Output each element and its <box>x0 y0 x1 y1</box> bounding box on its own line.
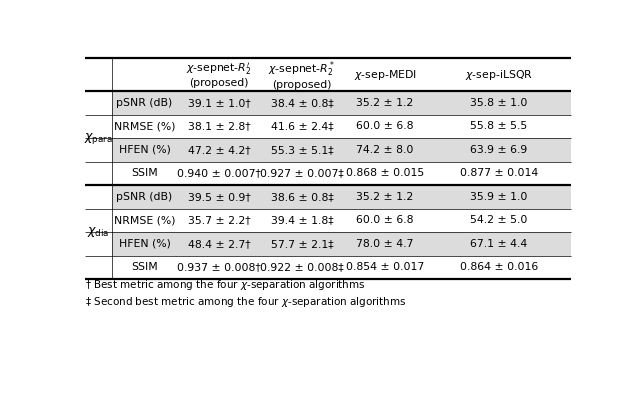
Text: 38.6 ± 0.8‡: 38.6 ± 0.8‡ <box>271 192 333 202</box>
Text: 38.1 ± 2.8†: 38.1 ± 2.8† <box>188 121 250 131</box>
Bar <box>85 58 571 91</box>
Text: 39.5 ± 0.9†: 39.5 ± 0.9† <box>188 192 250 202</box>
Text: 0.937 ± 0.008†: 0.937 ± 0.008† <box>177 263 260 272</box>
Text: 35.8 ± 1.0: 35.8 ± 1.0 <box>470 98 528 108</box>
Text: 39.4 ± 1.8‡: 39.4 ± 1.8‡ <box>271 215 333 225</box>
Text: NRMSE (%): NRMSE (%) <box>114 215 175 225</box>
Text: $\chi_\mathrm{dia}$: $\chi_\mathrm{dia}$ <box>87 225 110 239</box>
Text: 57.7 ± 2.1‡: 57.7 ± 2.1‡ <box>271 239 333 249</box>
Text: 60.0 ± 6.8: 60.0 ± 6.8 <box>356 121 414 131</box>
Text: 35.2 ± 1.2: 35.2 ± 1.2 <box>356 98 413 108</box>
Text: $\chi$-sepnet-$R_2^*$
(proposed): $\chi$-sepnet-$R_2^*$ (proposed) <box>268 59 335 90</box>
Text: 54.2 ± 5.0: 54.2 ± 5.0 <box>470 215 528 225</box>
Text: SSIM: SSIM <box>131 263 158 272</box>
Text: 48.4 ± 2.7†: 48.4 ± 2.7† <box>188 239 250 249</box>
Bar <box>112 209 571 232</box>
Text: 63.9 ± 6.9: 63.9 ± 6.9 <box>470 145 528 155</box>
Text: 78.0 ± 4.7: 78.0 ± 4.7 <box>356 239 413 249</box>
Text: 41.6 ± 2.4‡: 41.6 ± 2.4‡ <box>271 121 333 131</box>
Text: 0.864 ± 0.016: 0.864 ± 0.016 <box>460 263 538 272</box>
Text: pSNR (dB): pSNR (dB) <box>116 98 173 108</box>
Text: HFEN (%): HFEN (%) <box>118 145 170 155</box>
Text: 35.7 ± 2.2†: 35.7 ± 2.2† <box>188 215 250 225</box>
Bar <box>112 185 571 209</box>
Text: 0.927 ± 0.007‡: 0.927 ± 0.007‡ <box>260 168 344 178</box>
Text: † Best metric among the four $\chi$-separation algorithms: † Best metric among the four $\chi$-sepa… <box>85 278 365 291</box>
Text: 38.4 ± 0.8‡: 38.4 ± 0.8‡ <box>271 98 333 108</box>
Text: ‡ Second best metric among the four $\chi$-separation algorithms: ‡ Second best metric among the four $\ch… <box>85 295 406 309</box>
Text: HFEN (%): HFEN (%) <box>118 239 170 249</box>
Text: NRMSE (%): NRMSE (%) <box>114 121 175 131</box>
Text: $\chi$-sep-MEDI: $\chi$-sep-MEDI <box>354 68 417 82</box>
Text: 55.8 ± 5.5: 55.8 ± 5.5 <box>470 121 528 131</box>
Text: 55.3 ± 5.1‡: 55.3 ± 5.1‡ <box>271 145 333 155</box>
Text: 67.1 ± 4.4: 67.1 ± 4.4 <box>470 239 528 249</box>
Text: 74.2 ± 8.0: 74.2 ± 8.0 <box>356 145 413 155</box>
Bar <box>112 232 571 256</box>
Text: SSIM: SSIM <box>131 168 158 178</box>
Bar <box>112 91 571 115</box>
Text: 0.940 ± 0.007†: 0.940 ± 0.007† <box>177 168 261 178</box>
Text: 47.2 ± 4.2†: 47.2 ± 4.2† <box>188 145 250 155</box>
Text: 0.922 ± 0.008‡: 0.922 ± 0.008‡ <box>260 263 344 272</box>
Text: 39.1 ± 1.0†: 39.1 ± 1.0† <box>188 98 250 108</box>
Text: pSNR (dB): pSNR (dB) <box>116 192 173 202</box>
Text: 0.868 ± 0.015: 0.868 ± 0.015 <box>346 168 424 178</box>
Text: $\chi$-sep-iLSQR: $\chi$-sep-iLSQR <box>465 68 533 82</box>
Text: 0.854 ± 0.017: 0.854 ± 0.017 <box>346 263 424 272</box>
Text: 35.9 ± 1.0: 35.9 ± 1.0 <box>470 192 528 202</box>
Text: 35.2 ± 1.2: 35.2 ± 1.2 <box>356 192 413 202</box>
Bar <box>112 256 571 279</box>
Bar <box>112 115 571 138</box>
Text: $\chi_\mathrm{para}$: $\chi_\mathrm{para}$ <box>84 131 113 146</box>
Text: 0.877 ± 0.014: 0.877 ± 0.014 <box>460 168 538 178</box>
Bar <box>112 138 571 162</box>
Bar <box>112 162 571 185</box>
Text: $\chi$-sepnet-$R_2'$
(proposed): $\chi$-sepnet-$R_2'$ (proposed) <box>186 61 252 88</box>
Text: 60.0 ± 6.8: 60.0 ± 6.8 <box>356 215 414 225</box>
